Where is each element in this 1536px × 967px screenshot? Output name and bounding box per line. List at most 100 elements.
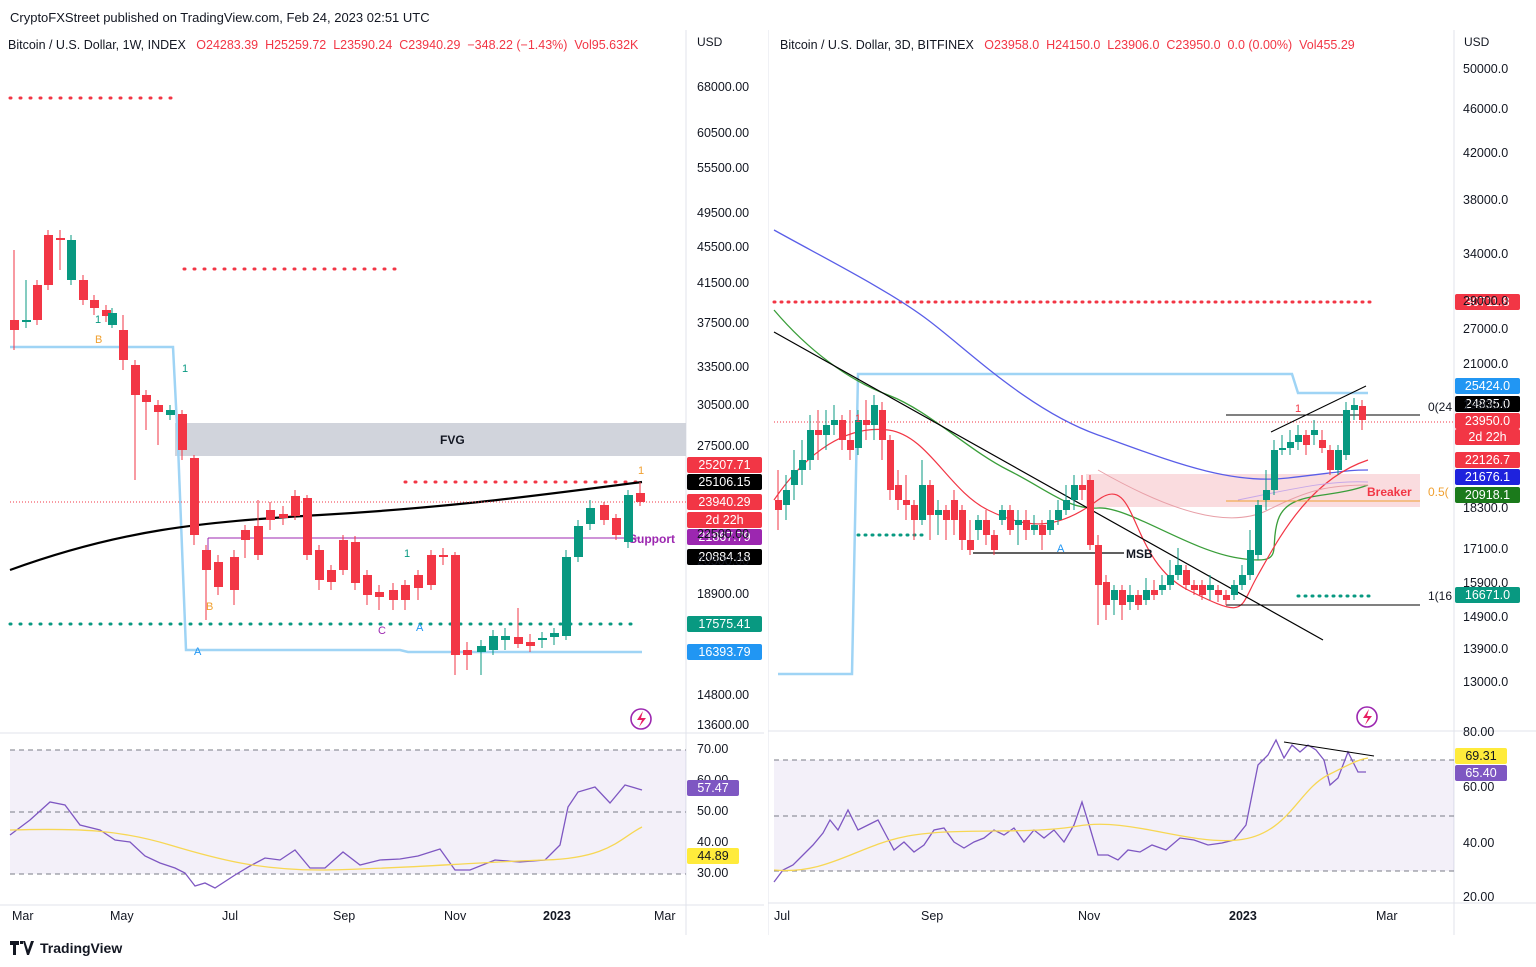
left-candle xyxy=(230,557,239,590)
right-candle xyxy=(1279,448,1286,450)
right-ma-blue xyxy=(773,229,1369,480)
right-candle xyxy=(1103,582,1110,605)
left-price-tag: 21867.79 xyxy=(687,529,762,545)
tradingview-logo-icon xyxy=(10,941,34,955)
right-y-tick-label: 13900.0 xyxy=(1463,642,1509,656)
right-chart-canvas[interactable]: Breaker MSB 0(24 0.5(1(16 A 1 1 xyxy=(768,30,1536,935)
right-candle xyxy=(1311,430,1318,435)
breaker-label: Breaker xyxy=(1367,485,1412,499)
left-candle xyxy=(477,646,486,652)
right-y-tick-label: 15900.0 xyxy=(1463,576,1509,590)
right-candle xyxy=(1087,480,1094,545)
left-chart-canvas[interactable]: FVG Support B B A C A 1 1 1 1 xyxy=(0,30,764,935)
tradingview-logo[interactable]: TradingView xyxy=(10,940,122,956)
left-rsi-tick-label: 40.00 xyxy=(697,835,729,849)
left-candle xyxy=(266,510,275,520)
left-y-tick-label: 41500.00 xyxy=(697,276,750,290)
right-y-tick-label: 42000.0 xyxy=(1463,146,1509,160)
fib-1-label: 1(16 xyxy=(1428,589,1452,603)
fvg-label: FVG xyxy=(440,433,465,447)
right-y-tick-label: 27000.0 xyxy=(1463,322,1509,336)
right-candle xyxy=(1263,490,1270,500)
left-y-tick-label: 45500.00 xyxy=(697,240,750,254)
left-candle xyxy=(79,280,88,300)
right-alert-icon xyxy=(1356,706,1378,728)
right-x-tick-label: Mar xyxy=(1376,909,1398,923)
right-rsi-line xyxy=(773,738,1366,883)
right-candle xyxy=(1015,520,1022,525)
left-candle xyxy=(612,518,621,535)
left-sequence-mark: A xyxy=(194,646,202,658)
right-candle xyxy=(919,485,926,520)
right-alert-bolt-icon xyxy=(1363,709,1372,725)
left-sequence-mark: B xyxy=(95,334,102,346)
left-candle xyxy=(451,555,460,655)
right-y-tick-label: 46000.0 xyxy=(1463,102,1509,116)
left-sequence-mark: 1 xyxy=(182,363,188,375)
left-candle xyxy=(501,636,510,640)
left-sequence-mark: B xyxy=(206,601,213,613)
right-y-tick-label: 18300.0 xyxy=(1463,501,1509,515)
left-y-tick-label: 49500.00 xyxy=(697,206,750,220)
left-alert-bolt-icon xyxy=(637,711,646,727)
right-candle xyxy=(903,500,910,505)
right-candle xyxy=(783,490,790,505)
right-candle xyxy=(1351,405,1358,410)
right-candle xyxy=(1255,505,1262,555)
left-candle xyxy=(142,395,151,402)
right-y-tick-label: 34000.0 xyxy=(1463,247,1509,261)
left-channel-line xyxy=(10,345,642,654)
right-candle xyxy=(1143,590,1150,600)
right-candle xyxy=(975,520,982,530)
right-candle xyxy=(1327,450,1334,470)
right-y-tick-label: 50000.0 xyxy=(1463,62,1509,76)
right-candle xyxy=(1063,500,1070,510)
left-rsi-tick-label: 50.00 xyxy=(697,804,729,818)
left-x-tick-label: Jul xyxy=(222,909,238,923)
left-candle xyxy=(401,585,410,600)
right-x-tick-label: Nov xyxy=(1078,909,1101,923)
right-rsi-tick-label: 60.00 xyxy=(1463,780,1495,794)
left-candle xyxy=(624,495,633,542)
left-y-tick-label: 37500.00 xyxy=(697,316,750,330)
msb-label: MSB xyxy=(1126,547,1153,561)
left-price-tag: 25106.15 xyxy=(687,474,762,490)
right-candle xyxy=(1031,525,1038,530)
right-y-tick-label: 13000.0 xyxy=(1463,675,1509,689)
right-candle xyxy=(1071,485,1078,500)
left-candle xyxy=(254,526,263,555)
fib-0-label: 0(24 xyxy=(1428,400,1452,414)
left-y-tick-label: 18900.00 xyxy=(697,587,750,601)
right-candle xyxy=(887,440,894,490)
right-rsi-tag: 69.31 xyxy=(1455,748,1507,764)
fvg-zone xyxy=(175,423,686,456)
right-candle xyxy=(1175,565,1182,575)
right-candle xyxy=(1119,590,1126,605)
right-rsi-band xyxy=(774,760,1454,871)
left-price-tag: 25207.71 xyxy=(687,457,762,473)
left-candle xyxy=(600,505,609,520)
left-candle xyxy=(33,285,42,320)
right-candle xyxy=(1231,585,1238,595)
right-candle xyxy=(1039,525,1046,535)
right-ma-red xyxy=(773,428,1369,609)
left-sequence-mark: 1 xyxy=(638,465,644,477)
left-rsi-line xyxy=(9,784,643,889)
right-rsi-tag: 65.40 xyxy=(1455,765,1507,781)
left-y-tick-label: 22500.00 xyxy=(697,527,750,541)
right-candle xyxy=(823,425,830,435)
left-candle xyxy=(514,637,523,644)
left-chart-panel[interactable]: Bitcoin / U.S. Dollar, 1W, INDEX O24283.… xyxy=(0,30,764,935)
right-ma-lavender xyxy=(1237,481,1369,501)
right-candle xyxy=(879,410,886,440)
right-candle xyxy=(1135,595,1142,605)
right-candle xyxy=(943,510,950,520)
left-x-tick-label: Nov xyxy=(444,909,467,923)
right-y-tick-label: 38000.0 xyxy=(1463,193,1509,207)
left-price-tag: 23940.29 xyxy=(687,494,762,510)
right-candle xyxy=(1151,590,1158,595)
left-rsi-tick-label: 70.00 xyxy=(697,742,729,756)
right-chart-panel[interactable]: Bitcoin / U.S. Dollar, 3D, BITFINEX O239… xyxy=(768,30,1536,935)
left-y-tick-label: 55500.00 xyxy=(697,161,750,175)
left-rsi-tag: 57.47 xyxy=(687,780,739,796)
